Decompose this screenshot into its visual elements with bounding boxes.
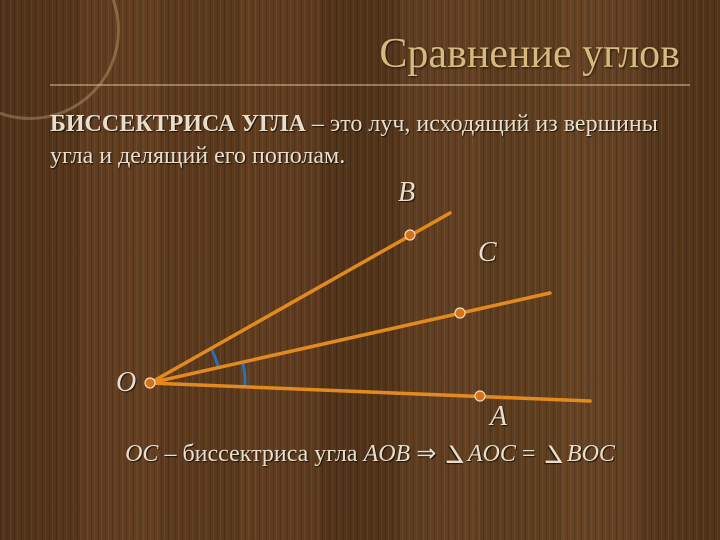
equals-symbol: = xyxy=(516,441,542,467)
point-O xyxy=(145,378,155,388)
label-O: O xyxy=(116,367,136,399)
conclusion-mid: – биссектриса угла xyxy=(158,441,363,467)
angle-arc-0 xyxy=(211,348,218,367)
conclusion-aob: AOB xyxy=(364,441,411,467)
definition-term: БИССЕКТРИСА УГЛА xyxy=(50,111,306,137)
label-C: C xyxy=(478,237,497,269)
angle-diagram: OBCA xyxy=(60,183,680,433)
angle-symbol-1: ∠ xyxy=(444,441,466,470)
angle-arc-1 xyxy=(243,362,245,387)
diagram-svg xyxy=(60,183,680,433)
conclusion-text: OC – биссектриса угла AOB ⇒ ∠AOC = ∠BOC xyxy=(50,439,690,468)
conclusion-boc: BOC xyxy=(567,441,615,467)
conclusion-aoc: AOC xyxy=(468,441,516,467)
ray-OC xyxy=(150,293,550,383)
point-C xyxy=(455,308,465,318)
ray-OA xyxy=(150,383,590,401)
conclusion-oc: OC xyxy=(125,441,158,467)
ray-OB xyxy=(150,213,450,383)
slide-content: Сравнение углов БИССЕКТРИСА УГЛА – это л… xyxy=(0,0,720,540)
label-A: A xyxy=(490,401,507,433)
point-A xyxy=(475,391,485,401)
imply-symbol: ⇒ xyxy=(410,441,442,467)
label-B: B xyxy=(398,177,415,209)
definition-text: БИССЕКТРИСА УГЛА – это луч, исходящий из… xyxy=(50,108,690,173)
slide-title: Сравнение углов xyxy=(50,30,690,78)
angle-symbol-2: ∠ xyxy=(543,441,565,470)
title-rule xyxy=(50,84,690,86)
point-B xyxy=(405,230,415,240)
